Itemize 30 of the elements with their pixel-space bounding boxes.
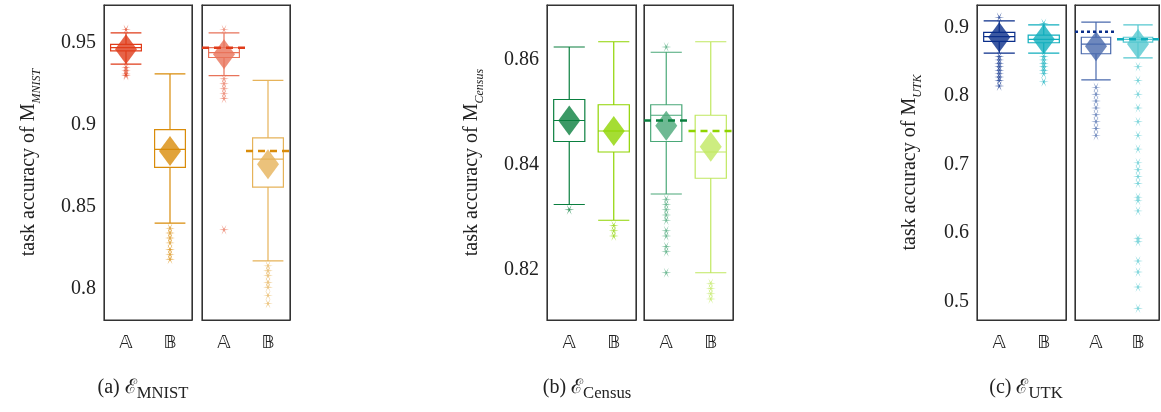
- x-tick-label: 𝔹: [704, 330, 718, 352]
- text: (a) ℰ$_{MNIST}$: [96, 374, 190, 403]
- y-tick-label: 0.9: [944, 14, 969, 37]
- x-tick-label: 𝔸: [119, 330, 134, 352]
- x-tick-label: 𝔹: [1131, 330, 1145, 352]
- y-tick-label: 0.9: [71, 112, 96, 135]
- text: (c) ℰ$_{UTK}$: [988, 374, 1064, 403]
- y-axis-title: task accuracy of MUTK: [897, 73, 924, 251]
- y-tick-label: 0.8: [71, 276, 96, 299]
- y-tick-label: 0.8: [944, 83, 969, 106]
- text: (b) ℰ$_{Census}$: [541, 374, 633, 403]
- y-tick-label: 0.95: [61, 30, 96, 53]
- x-tick-label: 𝔹: [607, 330, 621, 352]
- y-axis-title: task accuracy of MMNIST: [16, 67, 43, 257]
- y-tick-label: 0.5: [944, 289, 969, 312]
- y-tick-label: 0.7: [944, 151, 969, 174]
- x-tick-label: 𝔹: [1037, 330, 1051, 352]
- x-tick-label: 𝔸: [562, 330, 577, 352]
- y-tick-label: 0.6: [944, 220, 969, 243]
- x-tick-label: 𝔸: [1089, 330, 1104, 352]
- x-tick-label: 𝔹: [163, 330, 177, 352]
- y-tick-label: 0.85: [61, 194, 96, 217]
- y-axis-title: task accuracy of MCensus: [459, 68, 486, 257]
- x-tick-label: 𝔸: [659, 330, 674, 352]
- x-tick-label: 𝔸: [992, 330, 1007, 352]
- y-tick-label: 0.84: [504, 151, 539, 174]
- x-tick-label: 𝔸: [217, 330, 232, 352]
- x-tick-label: 𝔹: [261, 330, 275, 352]
- y-tick-label: 0.86: [504, 46, 539, 69]
- y-tick-label: 0.82: [504, 256, 539, 279]
